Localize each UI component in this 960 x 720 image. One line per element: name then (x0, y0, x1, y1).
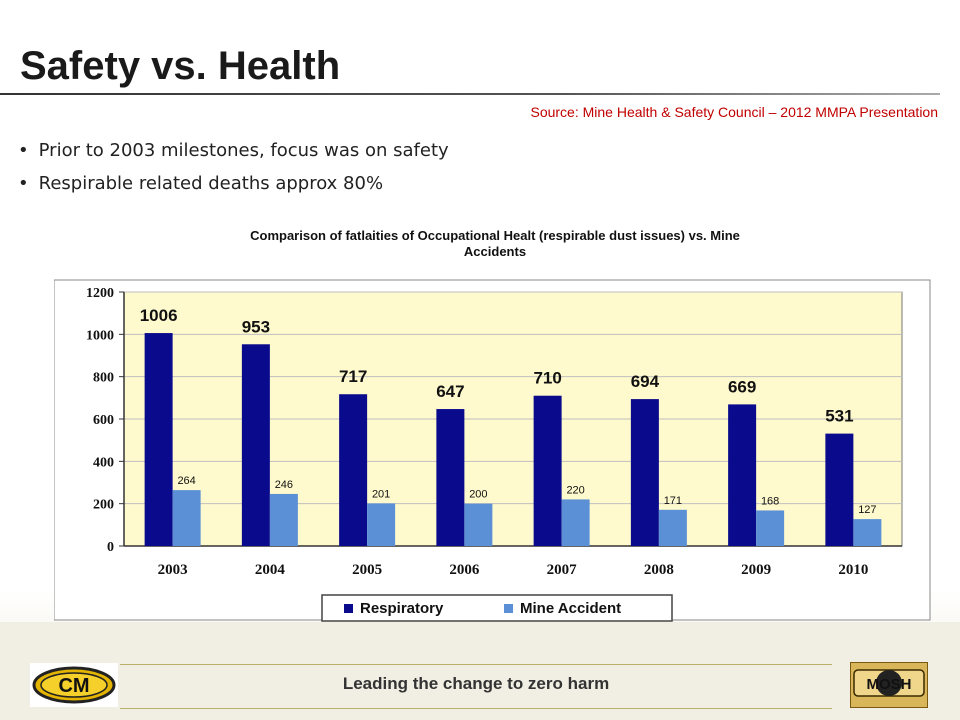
slide-title: Safety vs. Health (20, 44, 341, 88)
data-label-respiratory: 531 (825, 407, 853, 426)
data-label-respiratory: 647 (436, 382, 464, 401)
bullet-item: Respirable related deaths approx 80% (18, 173, 449, 194)
data-label-mine-accident: 200 (469, 489, 487, 501)
chart-title: Comparison of fatlaities of Occupational… (150, 228, 840, 260)
legend-box (321, 594, 673, 622)
bullet-item: Prior to 2003 milestones, focus was on s… (18, 140, 449, 161)
x-tick-label: 2009 (741, 562, 771, 578)
chart-title-line-2: Accidents (463, 244, 527, 259)
y-tick-label: 0 (107, 540, 114, 555)
footer-divider (120, 664, 832, 665)
x-tick-label: 2005 (352, 562, 382, 578)
cm-logo: CM (30, 663, 118, 707)
bar-respiratory (825, 433, 854, 546)
bar-mine-accident (658, 509, 687, 546)
bar-respiratory (339, 394, 368, 546)
chart-title-line-1: Comparison of fatlaities of Occupational… (250, 228, 740, 243)
bar-respiratory (728, 404, 757, 546)
bar-mine-accident (464, 503, 493, 546)
x-tick-label: 2008 (644, 562, 674, 578)
bar-mine-accident (172, 490, 201, 546)
bar-respiratory (144, 333, 173, 546)
title-rule (0, 93, 940, 95)
bar-mine-accident (561, 499, 590, 546)
legend-swatch (504, 604, 513, 613)
bar-mine-accident (853, 519, 882, 546)
bar-respiratory (436, 409, 465, 546)
data-label-mine-accident: 168 (761, 495, 779, 507)
cm-logo-text: CM (58, 675, 89, 697)
y-tick-label: 800 (93, 371, 114, 386)
y-tick-label: 1000 (86, 328, 114, 343)
bar-mine-accident (269, 493, 298, 546)
bar-respiratory (241, 344, 270, 546)
legend-swatch (344, 604, 353, 613)
bar-mine-accident (756, 510, 785, 546)
x-tick-label: 2007 (547, 562, 578, 578)
source-note: Source: Mine Health & Safety Council – 2… (530, 104, 938, 120)
data-label-respiratory: 694 (631, 372, 660, 391)
mosh-logo-text: MOSH (867, 676, 912, 693)
data-label-respiratory: 717 (339, 367, 367, 386)
bar-respiratory (533, 395, 562, 546)
data-label-respiratory: 1006 (140, 306, 178, 325)
y-tick-label: 600 (93, 413, 114, 428)
bar-respiratory (630, 399, 659, 546)
legend-label: Respiratory (360, 600, 444, 617)
footer-background (0, 622, 960, 720)
data-label-mine-accident: 264 (177, 475, 195, 487)
footer-tagline: Leading the change to zero harm (342, 674, 610, 693)
legend-label: Mine Accident (520, 600, 621, 617)
bar-mine-accident (367, 503, 396, 546)
y-tick-label: 200 (93, 498, 114, 513)
x-tick-label: 2006 (449, 562, 480, 578)
x-tick-label: 2010 (838, 562, 868, 578)
data-label-respiratory: 669 (728, 377, 756, 396)
x-tick-label: 2004 (255, 562, 286, 578)
data-label-mine-accident: 246 (275, 479, 293, 491)
data-label-mine-accident: 171 (664, 495, 682, 507)
data-label-mine-accident: 220 (566, 484, 584, 496)
y-tick-label: 400 (93, 455, 114, 470)
mosh-logo: MOSH (850, 662, 928, 708)
y-tick-label: 1200 (86, 286, 114, 301)
data-label-respiratory: 710 (533, 369, 561, 388)
data-label-mine-accident: 127 (858, 504, 876, 516)
footer-divider (120, 708, 832, 709)
bar-chart: 0 200 400 600 800 1000 1200 1006 264 2003 953 246 20… (54, 279, 931, 622)
bullet-list: Prior to 2003 milestones, focus was on s… (18, 140, 449, 206)
data-label-respiratory: 953 (242, 317, 270, 336)
x-tick-label: 2003 (158, 562, 188, 578)
data-label-mine-accident: 201 (372, 488, 390, 500)
